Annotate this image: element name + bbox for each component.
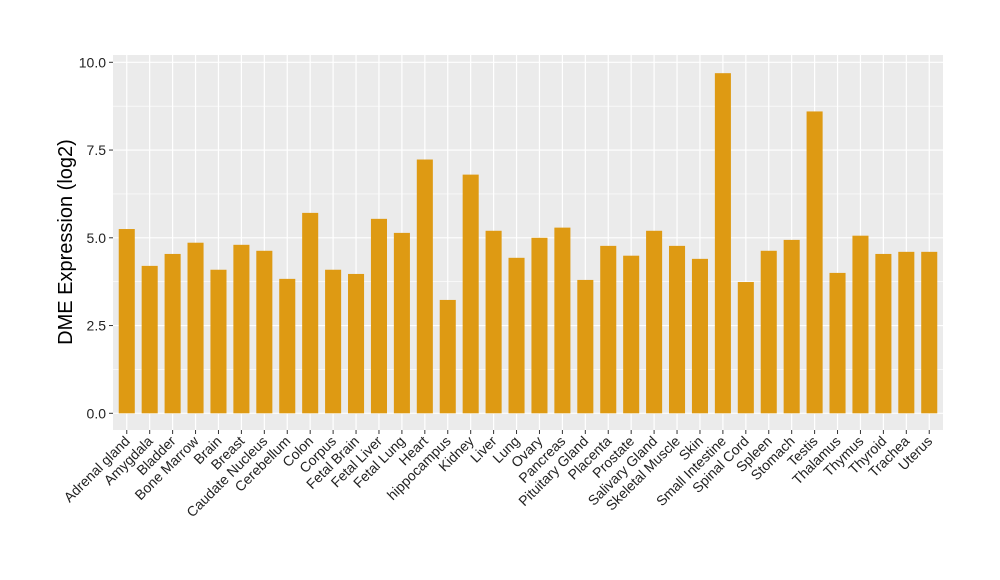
bar-pancreas <box>554 227 571 414</box>
bar-trachea <box>898 251 915 414</box>
bar-fetal-brain <box>348 273 365 414</box>
bars <box>118 73 938 414</box>
bar-lung <box>508 257 525 414</box>
bar-fetal-liver <box>370 218 387 414</box>
bar-spleen <box>760 250 777 414</box>
bar-thymus <box>852 235 869 414</box>
y-tick-label: 7.5 <box>87 142 107 158</box>
bar-stomach <box>783 239 800 414</box>
plot-panel <box>113 55 943 430</box>
bar-heart <box>416 159 433 414</box>
bar-fetal-lung <box>393 232 410 414</box>
bar-placenta <box>600 245 617 414</box>
bar-caudate-nucleus <box>256 250 273 414</box>
bar-testis <box>806 111 823 414</box>
bar-pituitary-gland <box>577 279 594 414</box>
bar-small-intestine <box>714 73 731 414</box>
y-tick-label: 5.0 <box>87 230 107 246</box>
bar-skeletal-muscle <box>669 245 686 414</box>
bar-hippocampus <box>439 299 456 414</box>
bar-salivary-gland <box>646 230 663 414</box>
bar-thalamus <box>829 272 846 414</box>
bar-liver <box>485 230 502 414</box>
bar-kidney <box>462 174 479 414</box>
bar-corpus <box>325 269 342 414</box>
bar-thyroid <box>875 253 892 414</box>
bar-spinal-cord <box>737 282 754 414</box>
bar-adrenal-gland <box>118 229 135 414</box>
bar-breast <box>233 244 250 414</box>
bar-bladder <box>164 253 181 414</box>
bar-brain <box>210 269 227 414</box>
bar-cerebellum <box>279 278 296 414</box>
y-tick-label: 0.0 <box>87 405 107 421</box>
bar-ovary <box>531 237 548 414</box>
bar-colon <box>302 212 319 414</box>
y-tick-label: 10.0 <box>79 54 106 70</box>
bar-bone-marrow <box>187 242 204 414</box>
y-tick-label: 2.5 <box>87 318 107 334</box>
bar-uterus <box>921 251 938 414</box>
y-axis-label: DME Expression (log2) <box>55 139 77 345</box>
bar-skin <box>691 258 708 414</box>
bar-amygdala <box>141 265 158 414</box>
y-axis: 0.0 2.5 5.0 7.5 10.0 <box>79 54 113 421</box>
bar-prostate <box>623 255 640 414</box>
